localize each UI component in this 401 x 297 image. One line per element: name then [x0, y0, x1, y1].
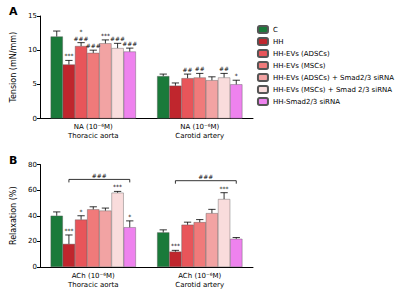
svg-text:*: *: [235, 72, 238, 79]
svg-text:NA (10⁻⁶M): NA (10⁻⁶M): [74, 123, 113, 131]
svg-text:HH-EVs (MSCs): HH-EVs (MSCs): [273, 62, 326, 70]
svg-text:15: 15: [28, 12, 37, 20]
svg-text:##: ##: [195, 65, 205, 72]
svg-text:Thoracic aorta: Thoracic aorta: [67, 132, 119, 140]
svg-text:HH-Smad2/3 siRNA: HH-Smad2/3 siRNA: [273, 98, 340, 106]
svg-text:5: 5: [33, 80, 37, 88]
svg-text:NA (10⁻⁶M): NA (10⁻⁶M): [180, 123, 219, 131]
svg-text:##: ##: [219, 65, 229, 72]
svg-text:0: 0: [33, 263, 37, 271]
svg-text:Relaxation (%): Relaxation (%): [9, 186, 18, 245]
svg-text:HH: HH: [273, 38, 284, 46]
svg-text:Carotid artery: Carotid artery: [175, 281, 224, 289]
svg-text:*: *: [80, 208, 83, 215]
svg-text:###: ###: [198, 173, 213, 180]
svg-text:ACh (10⁻⁶M): ACh (10⁻⁶M): [72, 272, 115, 280]
svg-text:C: C: [273, 26, 278, 34]
svg-text:***: ***: [64, 227, 73, 234]
svg-text:Carotid artery: Carotid artery: [175, 132, 224, 140]
svg-text:10: 10: [28, 46, 37, 54]
svg-text:*: *: [80, 28, 83, 35]
svg-text:***: ***: [171, 242, 180, 249]
svg-text:HH-EVs (ADSCs): HH-EVs (ADSCs): [273, 50, 330, 58]
svg-text:***: ***: [101, 32, 110, 39]
svg-text:Thoracic aorta: Thoracic aorta: [67, 281, 119, 289]
svg-text:Tension (mN/mm): Tension (mN/mm): [9, 32, 18, 104]
svg-text:##: ##: [183, 66, 193, 73]
svg-text:###: ###: [92, 172, 107, 179]
svg-text:0: 0: [33, 115, 37, 123]
svg-text:20: 20: [28, 237, 37, 245]
svg-text:***: ***: [113, 183, 122, 190]
svg-text:80: 80: [28, 161, 37, 169]
svg-text:HH-EVs (ADSCs) + Smad2/3 siRNA: HH-EVs (ADSCs) + Smad2/3 siRNA: [273, 74, 394, 82]
svg-text:HH-EVs (MSCs) + Smad 2/3 siRNA: HH-EVs (MSCs) + Smad 2/3 siRNA: [273, 86, 392, 94]
svg-text:60: 60: [28, 186, 37, 194]
svg-text:###: ###: [86, 42, 101, 49]
svg-text:A: A: [9, 5, 18, 18]
svg-text:###: ###: [74, 35, 89, 42]
svg-text:***: ***: [64, 52, 73, 59]
svg-text:***: ***: [220, 185, 229, 192]
svg-text:B: B: [9, 154, 17, 167]
svg-text:ACh (10⁻⁶M): ACh (10⁻⁶M): [178, 272, 221, 280]
svg-text:*: *: [128, 213, 131, 220]
svg-text:40: 40: [28, 212, 37, 220]
svg-text:###: ###: [122, 40, 137, 47]
